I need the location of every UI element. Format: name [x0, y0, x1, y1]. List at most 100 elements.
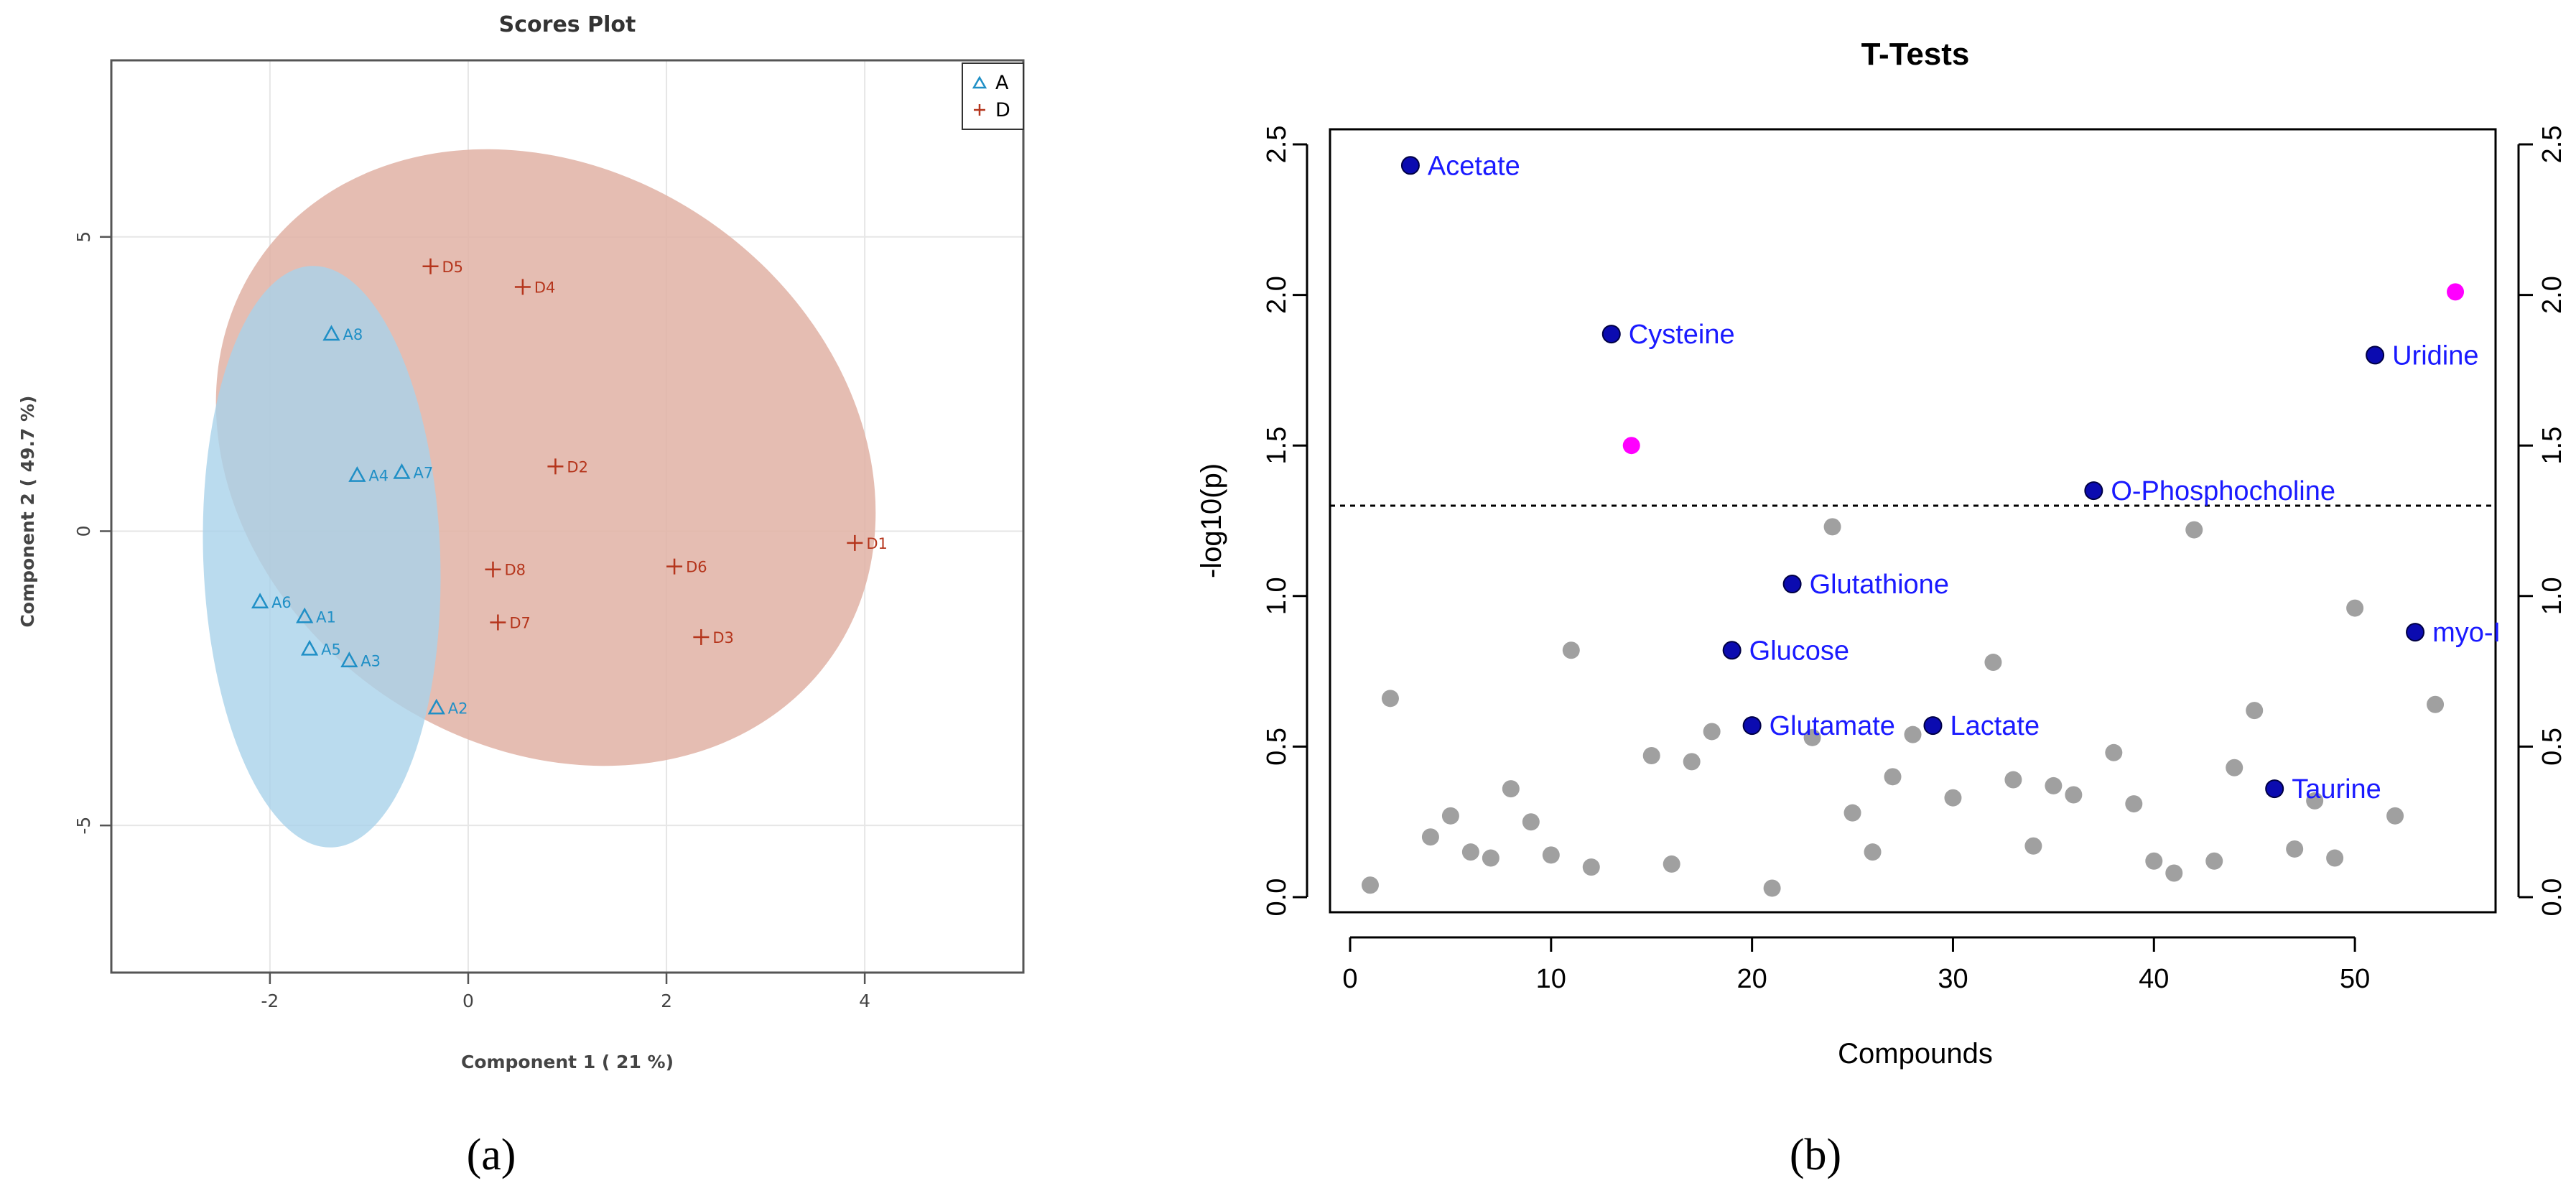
labeled-point-cysteine	[1601, 325, 1621, 344]
score-label-a8: A8	[343, 326, 363, 343]
significant-point	[2447, 283, 2465, 301]
compound-point	[1823, 518, 1841, 536]
compound-point	[2226, 759, 2243, 776]
legend-box	[962, 62, 1024, 130]
compound-point	[1361, 876, 1379, 894]
y-tick-label-left: 0.0	[1262, 878, 1292, 917]
score-point-d2	[547, 458, 564, 475]
score-label-d7: D7	[509, 614, 531, 631]
compound-point	[2045, 776, 2063, 794]
compound-point	[2004, 771, 2022, 789]
score-point-d8	[485, 561, 501, 578]
compound-point	[2065, 786, 2083, 804]
labeled-point-glutamate	[1742, 716, 1762, 736]
x-tick-label: 50	[2340, 964, 2370, 994]
scores-plot-panel: Scores Plot -2 0 2 4 -5 0 5 A1 A2 A3 A4 A5 A6 A7 A8 D1…	[17, 12, 1025, 1072]
compound-point	[1582, 858, 1600, 876]
compound-label-o-phosphocholine: O-Phosphocholine	[2111, 476, 2335, 506]
compound-point	[2246, 702, 2264, 720]
t-tests-x-axis-label: Compounds	[1838, 1038, 1993, 1070]
compound-point	[1502, 780, 1520, 798]
compound-label-glutathione: Glutathione	[1810, 570, 1949, 600]
compound-point	[2386, 807, 2404, 825]
labeled-point-o-phosphocholine	[2084, 481, 2103, 501]
compound-point	[2125, 795, 2143, 813]
score-point-d4	[514, 279, 531, 295]
compound-point	[1803, 728, 1821, 746]
compound-label-glutamate: Glutamate	[1770, 711, 1895, 741]
compound-label-myo-i: myo-I	[2432, 618, 2501, 648]
scores-plot-title: Scores Plot	[499, 12, 636, 37]
y-tick-label: 0	[73, 526, 94, 537]
compound-point	[1421, 828, 1439, 846]
y-tick-label-left: 2.5	[1262, 126, 1292, 164]
compound-point	[2205, 852, 2223, 870]
legend-label-d: D	[995, 99, 1010, 121]
score-label-a1: A1	[316, 608, 336, 626]
legend-plus-icon	[974, 104, 985, 116]
compound-point	[1984, 654, 2002, 672]
score-label-a5: A5	[321, 641, 341, 658]
panel-b-caption: (b)	[1790, 1131, 1841, 1179]
compound-point	[1381, 690, 1399, 708]
scores-plot-axes: -2 0 2 4 -5 0 5	[73, 231, 870, 1011]
score-point-a4	[348, 466, 366, 482]
scores-plot-legend: A D	[962, 62, 1024, 130]
score-label-a3: A3	[361, 653, 381, 670]
x-tick-label: 0	[462, 991, 474, 1011]
scores-plot-x-axis-label: Component 1 ( 21 %)	[461, 1052, 674, 1072]
x-tick-label: 10	[1536, 964, 1566, 994]
compound-point	[2427, 695, 2445, 713]
compound-point	[1843, 804, 1861, 822]
compound-point	[2346, 599, 2364, 617]
score-label-a4: A4	[368, 468, 389, 485]
score-point-d1	[847, 534, 863, 551]
compound-point	[2165, 864, 2183, 882]
y-tick-label-right: 1.5	[2537, 427, 2567, 465]
compound-point	[2306, 792, 2324, 810]
score-point-d3	[693, 629, 710, 645]
compound-label-cysteine: Cysteine	[1629, 320, 1735, 350]
scores-plot-points: A1 A2 A3 A4 A5 A6 A7 A8 D1 D2 D3 D4 D5 D6 D7 D8	[251, 258, 888, 717]
compound-label-acetate: Acetate	[1428, 151, 1520, 181]
x-tick-label: 4	[859, 991, 870, 1011]
score-label-d1: D1	[866, 535, 888, 552]
t-tests-axes: 0 10 20 30 40 50 0.0 0.0 0.5 0.5 1.0 1.0 1.5 1.5 2.0 2.…	[1262, 126, 2567, 994]
y-tick-label-left: 2.0	[1262, 276, 1292, 314]
compound-point	[2326, 849, 2344, 867]
compound-point	[1461, 843, 1479, 861]
compound-point	[1763, 879, 1781, 897]
compound-point	[1562, 641, 1580, 659]
compound-point	[1944, 789, 1962, 807]
score-label-d3: D3	[712, 629, 734, 646]
x-tick-label: 20	[1736, 964, 1767, 994]
compound-point	[2286, 840, 2304, 858]
scores-plot-y-axis-label: Component 2 ( 49.7 %)	[17, 396, 38, 628]
t-tests-y-axis-label: -log10(p)	[1196, 463, 1227, 578]
score-point-d6	[666, 558, 683, 575]
compound-point	[2105, 743, 2123, 761]
score-point-a7	[393, 463, 411, 479]
compound-point	[1663, 855, 1680, 873]
labeled-point-glutathione	[1782, 575, 1802, 594]
legend-triangle-icon	[972, 75, 987, 89]
y-tick-label: -5	[73, 817, 94, 835]
scores-plot-frame	[110, 59, 1025, 974]
y-tick-label-right: 0.0	[2537, 878, 2567, 917]
compound-label-glucose: Glucose	[1749, 636, 1849, 666]
compound-point	[1864, 843, 1882, 861]
compound-point	[1642, 747, 1660, 764]
compound-point	[1542, 846, 1560, 864]
compound-point	[1522, 813, 1540, 831]
score-label-d4: D4	[534, 279, 556, 296]
y-tick-label-right: 2.5	[2537, 126, 2567, 164]
compound-point	[1482, 849, 1499, 867]
score-point-d5	[422, 258, 439, 274]
compound-point	[2145, 852, 2163, 870]
compound-point	[1904, 725, 1922, 743]
score-label-d6: D6	[686, 559, 707, 576]
compound-point	[1441, 807, 1459, 825]
t-tests-frame	[1329, 128, 2497, 914]
group-a-confidence-ellipse	[203, 266, 441, 848]
